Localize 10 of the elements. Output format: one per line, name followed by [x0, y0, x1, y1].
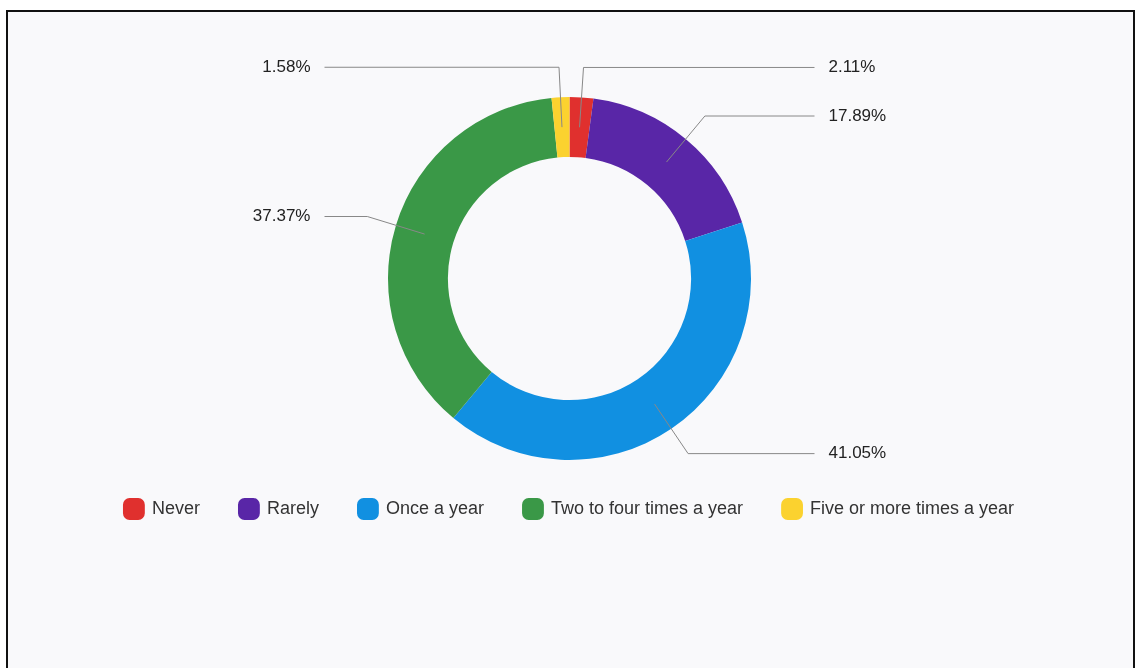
data-label: 17.89%	[828, 105, 887, 125]
legend-label: Two to four times a year	[550, 497, 744, 518]
legend-label: Rarely	[266, 497, 319, 518]
data-label: 2.11%	[828, 57, 876, 77]
legend-label: Never	[151, 497, 200, 518]
data-label: 37.37%	[252, 206, 311, 226]
legend-label: Once a year	[385, 497, 484, 518]
data-label: 1.58%	[262, 56, 311, 76]
legend-label: Five or more times a year	[810, 497, 1015, 518]
data-label: 41.05%	[828, 443, 887, 463]
